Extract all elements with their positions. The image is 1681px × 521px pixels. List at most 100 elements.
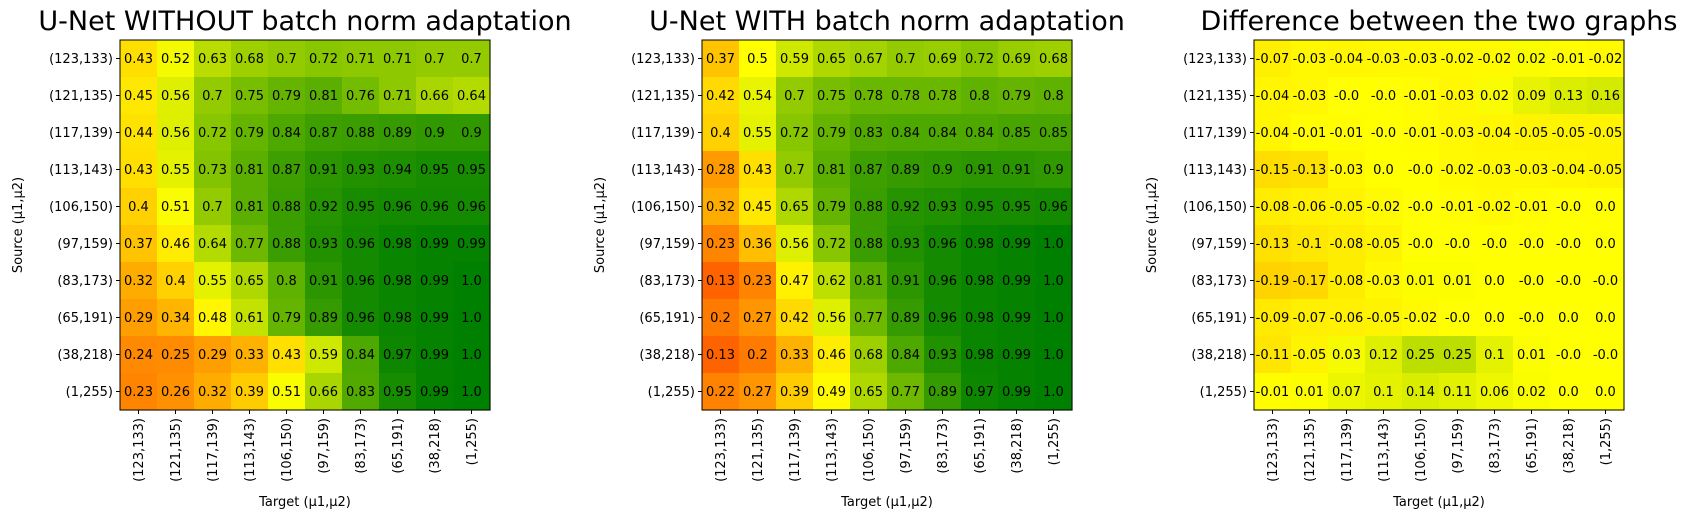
heatmap-cell [776,77,814,115]
x-tick-label: (38,218) [1010,418,1025,474]
heatmap-cell [157,114,195,152]
heatmap-cell [1550,299,1588,337]
heatmap-cell [1035,373,1073,411]
heatmap-cell [702,373,740,411]
y-tick-label: (123,133) [49,52,113,67]
cell-value-label: 0.95 [457,163,486,178]
cell-value-label: 0.98 [383,237,412,252]
cell-value-label: 0.49 [817,385,846,400]
cell-value-label: -0.0 [1556,200,1581,215]
heatmap-cell [1365,114,1403,152]
heatmap-cell [1035,299,1073,337]
heatmap-cell [194,40,232,78]
y-tick-label: (106,150) [1183,200,1247,215]
cell-value-label: 0.37 [124,237,153,252]
heatmap-cell [231,299,269,337]
cell-value-label: 0.1 [1373,385,1394,400]
heatmap-cell [1035,114,1073,152]
heatmap-cell [157,77,195,115]
heatmap-cell [1550,225,1588,263]
cell-value-label: -0.03 [1441,89,1475,104]
cell-value-label: 0.56 [161,89,190,104]
heatmap-cell [1587,373,1625,411]
heatmap-cell [268,77,306,115]
cell-value-label: 0.71 [383,52,412,67]
cell-value-label: 0.13 [706,274,735,289]
cell-value-label: 0.84 [891,126,920,141]
heatmap-cell [305,225,343,263]
heatmap-cell [924,373,962,411]
cell-value-label: 0.93 [928,200,957,215]
cell-value-label: 0.45 [124,89,153,104]
heatmap-cell [739,188,777,226]
heatmap-cell [702,299,740,337]
cell-value-label: 0.89 [891,311,920,326]
cell-value-label: 0.33 [780,348,809,363]
cell-value-label: 0.27 [743,385,772,400]
heatmap-cell [453,188,491,226]
cell-value-label: 0.99 [1002,237,1031,252]
heatmap-cell [850,114,888,152]
cell-value-label: 0.48 [198,311,227,326]
cell-value-label: 0.03 [1332,348,1361,363]
cell-value-label: 0.0 [1558,311,1579,326]
heatmap-cell [416,336,454,374]
cell-value-label: 1.0 [1043,274,1064,289]
y-tick-label: (121,135) [631,89,695,104]
cell-value-label: 0.79 [817,200,846,215]
cell-value-label: 0.1 [1484,348,1505,363]
cell-value-label: 0.7 [784,163,805,178]
cell-value-label: 0.71 [383,89,412,104]
x-tick-label: (117,139) [206,418,221,482]
heatmap-cell [1328,77,1366,115]
cell-value-label: 0.99 [1002,274,1031,289]
cell-value-label: 0.95 [1002,200,1031,215]
cell-value-label: 0.2 [710,311,731,326]
heatmap-cell [231,114,269,152]
x-tick-label: (123,133) [132,418,147,482]
heatmap-cell [1254,299,1292,337]
heatmap-cell [416,373,454,411]
cell-value-label: 0.85 [1039,126,1068,141]
heatmap-cell [998,262,1036,300]
heatmap-cell [1587,40,1625,78]
cell-value-label: 0.23 [706,237,735,252]
heatmap-cell [1402,373,1440,411]
heatmap-cell [924,336,962,374]
cell-value-label: 0.99 [420,237,449,252]
cell-value-label: -0.0 [1593,274,1618,289]
heatmap-cell [342,262,380,300]
cell-value-label: -0.03 [1330,163,1364,178]
heatmap-cell [776,151,814,189]
heatmap-cell [268,373,306,411]
heatmap-cell [776,299,814,337]
heatmap-cell [1402,336,1440,374]
heatmap-cell [702,188,740,226]
cell-value-label: 0.7 [424,52,445,67]
heatmap-cell [924,262,962,300]
cell-value-label: 1.0 [461,348,482,363]
heatmap-cell [305,336,343,374]
heatmap-cell [1439,77,1477,115]
cell-value-label: -0.02 [1441,163,1475,178]
cell-value-label: 0.99 [420,348,449,363]
heatmap-cell [961,225,999,263]
x-tick-label: (97,159) [317,418,332,474]
heatmap-cell [1254,336,1292,374]
heatmap-cell [268,262,306,300]
cell-value-label: 0.75 [235,89,264,104]
cell-value-label: 0.7 [202,200,223,215]
heatmap-cell [776,188,814,226]
cell-value-label: 0.71 [346,52,375,67]
heatmap-cell [157,336,195,374]
heatmap-cell [453,151,491,189]
heatmap-cell [924,188,962,226]
cell-value-label: 0.7 [276,52,297,67]
heatmap-cell [1254,262,1292,300]
cell-value-label: 0.0 [1595,200,1616,215]
cell-value-label: -0.07 [1256,52,1290,67]
heatmap-cell [850,40,888,78]
heatmap-cell [739,225,777,263]
cell-value-label: 0.65 [817,52,846,67]
cell-value-label: -0.0 [1371,89,1396,104]
